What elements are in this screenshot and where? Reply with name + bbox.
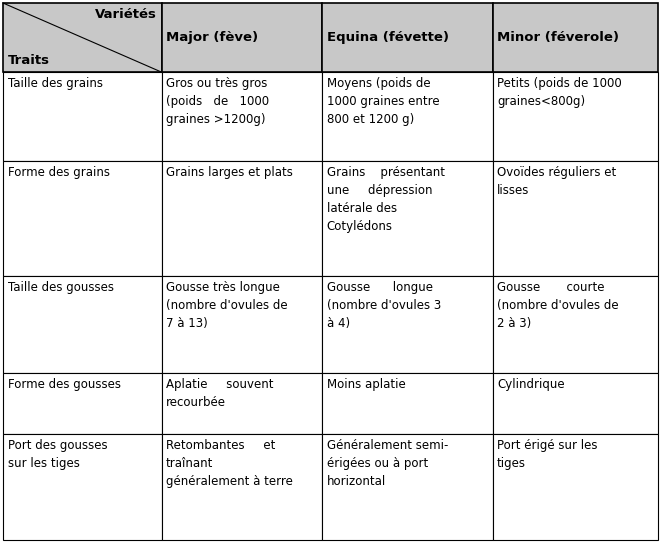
Bar xyxy=(161,276,322,374)
Text: Taille des gousses: Taille des gousses xyxy=(7,281,114,294)
Text: Cylindrique: Cylindrique xyxy=(497,378,564,392)
Bar xyxy=(161,72,322,161)
Bar xyxy=(3,276,161,374)
Bar xyxy=(322,3,492,72)
Text: Forme des gousses: Forme des gousses xyxy=(7,378,120,392)
Text: Petits (poids de 1000
graines<800g): Petits (poids de 1000 graines<800g) xyxy=(497,77,622,108)
Text: Grains larges et plats: Grains larges et plats xyxy=(166,166,293,179)
Text: Gros ou très gros
(poids   de   1000
graines >1200g): Gros ou très gros (poids de 1000 graines… xyxy=(166,77,269,126)
Text: Généralement semi-
érigées ou à port
horizontal: Généralement semi- érigées ou à port hor… xyxy=(327,439,448,488)
Text: Retombantes     et
traînant
généralement à terre: Retombantes et traînant généralement à t… xyxy=(166,439,293,488)
Bar xyxy=(161,161,322,276)
Text: Gousse      longue
(nombre d'ovules 3
à 4): Gousse longue (nombre d'ovules 3 à 4) xyxy=(327,281,441,330)
Text: Forme des grains: Forme des grains xyxy=(7,166,110,179)
Bar xyxy=(492,374,658,434)
Text: Taille des grains: Taille des grains xyxy=(7,77,102,90)
Bar xyxy=(161,374,322,434)
Bar xyxy=(3,72,161,161)
Text: Ovoïdes réguliers et
lisses: Ovoïdes réguliers et lisses xyxy=(497,166,616,197)
Text: Gousse       courte
(nombre d'ovules de
2 à 3): Gousse courte (nombre d'ovules de 2 à 3) xyxy=(497,281,619,330)
Text: Major (fève): Major (fève) xyxy=(166,31,258,44)
Bar xyxy=(322,374,492,434)
Bar xyxy=(492,161,658,276)
Bar xyxy=(3,3,161,72)
Bar xyxy=(492,434,658,540)
Bar xyxy=(492,72,658,161)
Bar xyxy=(3,434,161,540)
Bar xyxy=(322,161,492,276)
Text: Moyens (poids de
1000 graines entre
800 et 1200 g): Moyens (poids de 1000 graines entre 800 … xyxy=(327,77,439,126)
Text: Minor (féverole): Minor (féverole) xyxy=(497,31,619,44)
Text: Equina (févette): Equina (févette) xyxy=(327,31,449,44)
Bar xyxy=(3,3,161,72)
Text: Traits: Traits xyxy=(7,54,50,67)
Bar xyxy=(322,434,492,540)
Text: Grains    présentant
une     dépression
latérale des
Cotylédons: Grains présentant une dépression latéral… xyxy=(327,166,445,233)
Bar xyxy=(161,434,322,540)
Text: Variétés: Variétés xyxy=(95,8,157,21)
Text: Port érigé sur les
tiges: Port érigé sur les tiges xyxy=(497,439,598,470)
Text: Moins aplatie: Moins aplatie xyxy=(327,378,405,392)
Bar xyxy=(322,72,492,161)
Text: Port des gousses
sur les tiges: Port des gousses sur les tiges xyxy=(7,439,107,470)
Bar xyxy=(322,276,492,374)
Bar xyxy=(161,3,322,72)
Bar xyxy=(3,374,161,434)
Text: Gousse très longue
(nombre d'ovules de
7 à 13): Gousse très longue (nombre d'ovules de 7… xyxy=(166,281,288,330)
Bar xyxy=(492,3,658,72)
Text: Aplatie     souvent
recourbée: Aplatie souvent recourbée xyxy=(166,378,274,409)
Bar xyxy=(492,276,658,374)
Bar xyxy=(3,161,161,276)
